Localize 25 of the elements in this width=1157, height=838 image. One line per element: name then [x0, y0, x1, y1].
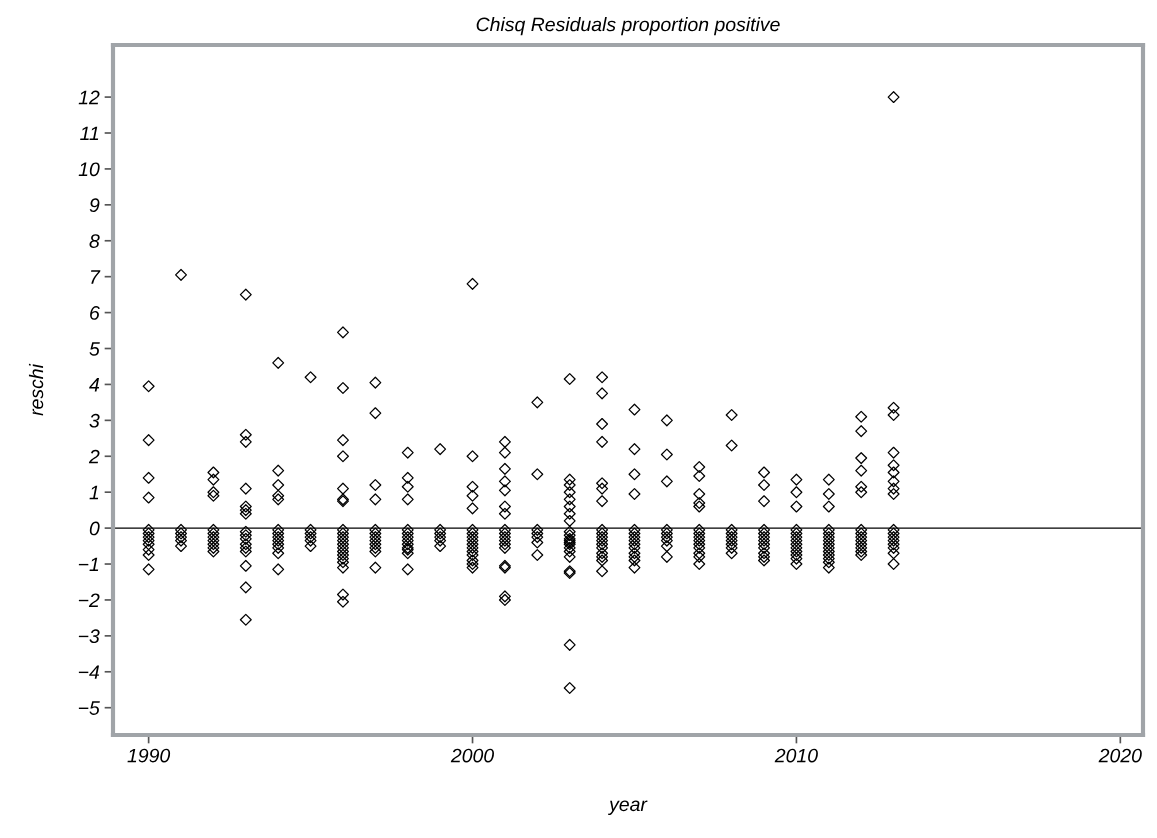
y-tick-label: −4 — [78, 665, 100, 679]
y-tick-label: −3 — [78, 629, 100, 644]
y-tick-label: 9 — [89, 198, 100, 213]
y-tick-label: 8 — [89, 234, 100, 248]
y-tick-label: −2 — [78, 593, 100, 607]
y-tick-label: 7 — [91, 270, 101, 284]
y-tick-label: 2 — [88, 449, 100, 464]
y-tick-label: 10 — [78, 162, 100, 177]
y-tick-label: 4 — [89, 378, 100, 392]
y-tick-label: −1 — [78, 557, 99, 572]
x-axis-title: year — [607, 800, 648, 815]
y-axis-title: reschi — [28, 363, 44, 416]
y-tick-label: 12 — [78, 90, 100, 105]
chart-title: Chisq Residuals proportion positive — [476, 17, 780, 36]
y-tick-label: 3 — [89, 413, 100, 428]
y-tick-label: 6 — [90, 306, 100, 320]
x-tick-label: 2020 — [1098, 748, 1142, 763]
y-tick-label: 1 — [89, 485, 99, 500]
x-tick-label: 2000 — [450, 748, 494, 763]
y-tick-label: 5 — [89, 342, 100, 356]
x-tick-label: 2010 — [774, 748, 818, 763]
y-tick-label: 0 — [89, 521, 100, 536]
y-tick-label: 11 — [80, 126, 99, 141]
x-tick-label: 1990 — [127, 748, 171, 763]
y-tick-label: −5 — [78, 701, 100, 715]
